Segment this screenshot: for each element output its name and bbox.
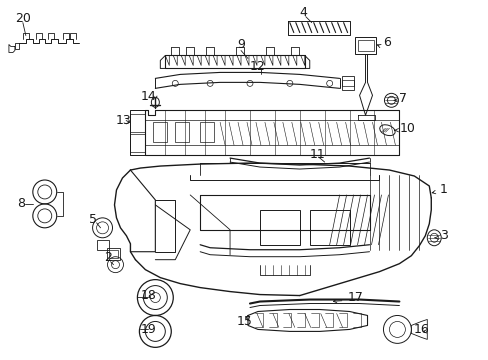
Text: 5: 5 [88,213,97,226]
Text: 18: 18 [140,289,156,302]
Bar [200,122,214,142]
Text: 13: 13 [115,114,131,127]
Bar [175,122,189,142]
Text: 15: 15 [237,315,252,328]
Bar [341,76,353,90]
Text: 1: 1 [438,184,446,197]
Bar [130,134,145,152]
Text: 11: 11 [309,148,325,161]
Text: 20: 20 [15,12,31,25]
Text: 6: 6 [383,36,390,49]
Text: 17: 17 [347,291,363,304]
Bar [96,240,108,250]
Bar [341,80,353,86]
Bar [153,122,167,142]
Text: 7: 7 [399,92,407,105]
Bar [260,210,299,245]
Text: 2: 2 [104,251,112,264]
Bar [354,37,376,54]
Bar [106,248,120,260]
Text: 19: 19 [140,323,156,336]
Bar [130,114,145,132]
Text: 16: 16 [413,323,428,336]
Bar [309,210,349,245]
Text: 14: 14 [140,90,156,103]
Text: 9: 9 [237,38,244,51]
Text: 3: 3 [439,229,447,242]
Text: 10: 10 [399,122,414,135]
Bar [108,250,118,258]
Bar [357,40,373,51]
Text: 12: 12 [249,60,265,73]
Text: 4: 4 [299,6,307,19]
Text: 8: 8 [17,197,25,210]
